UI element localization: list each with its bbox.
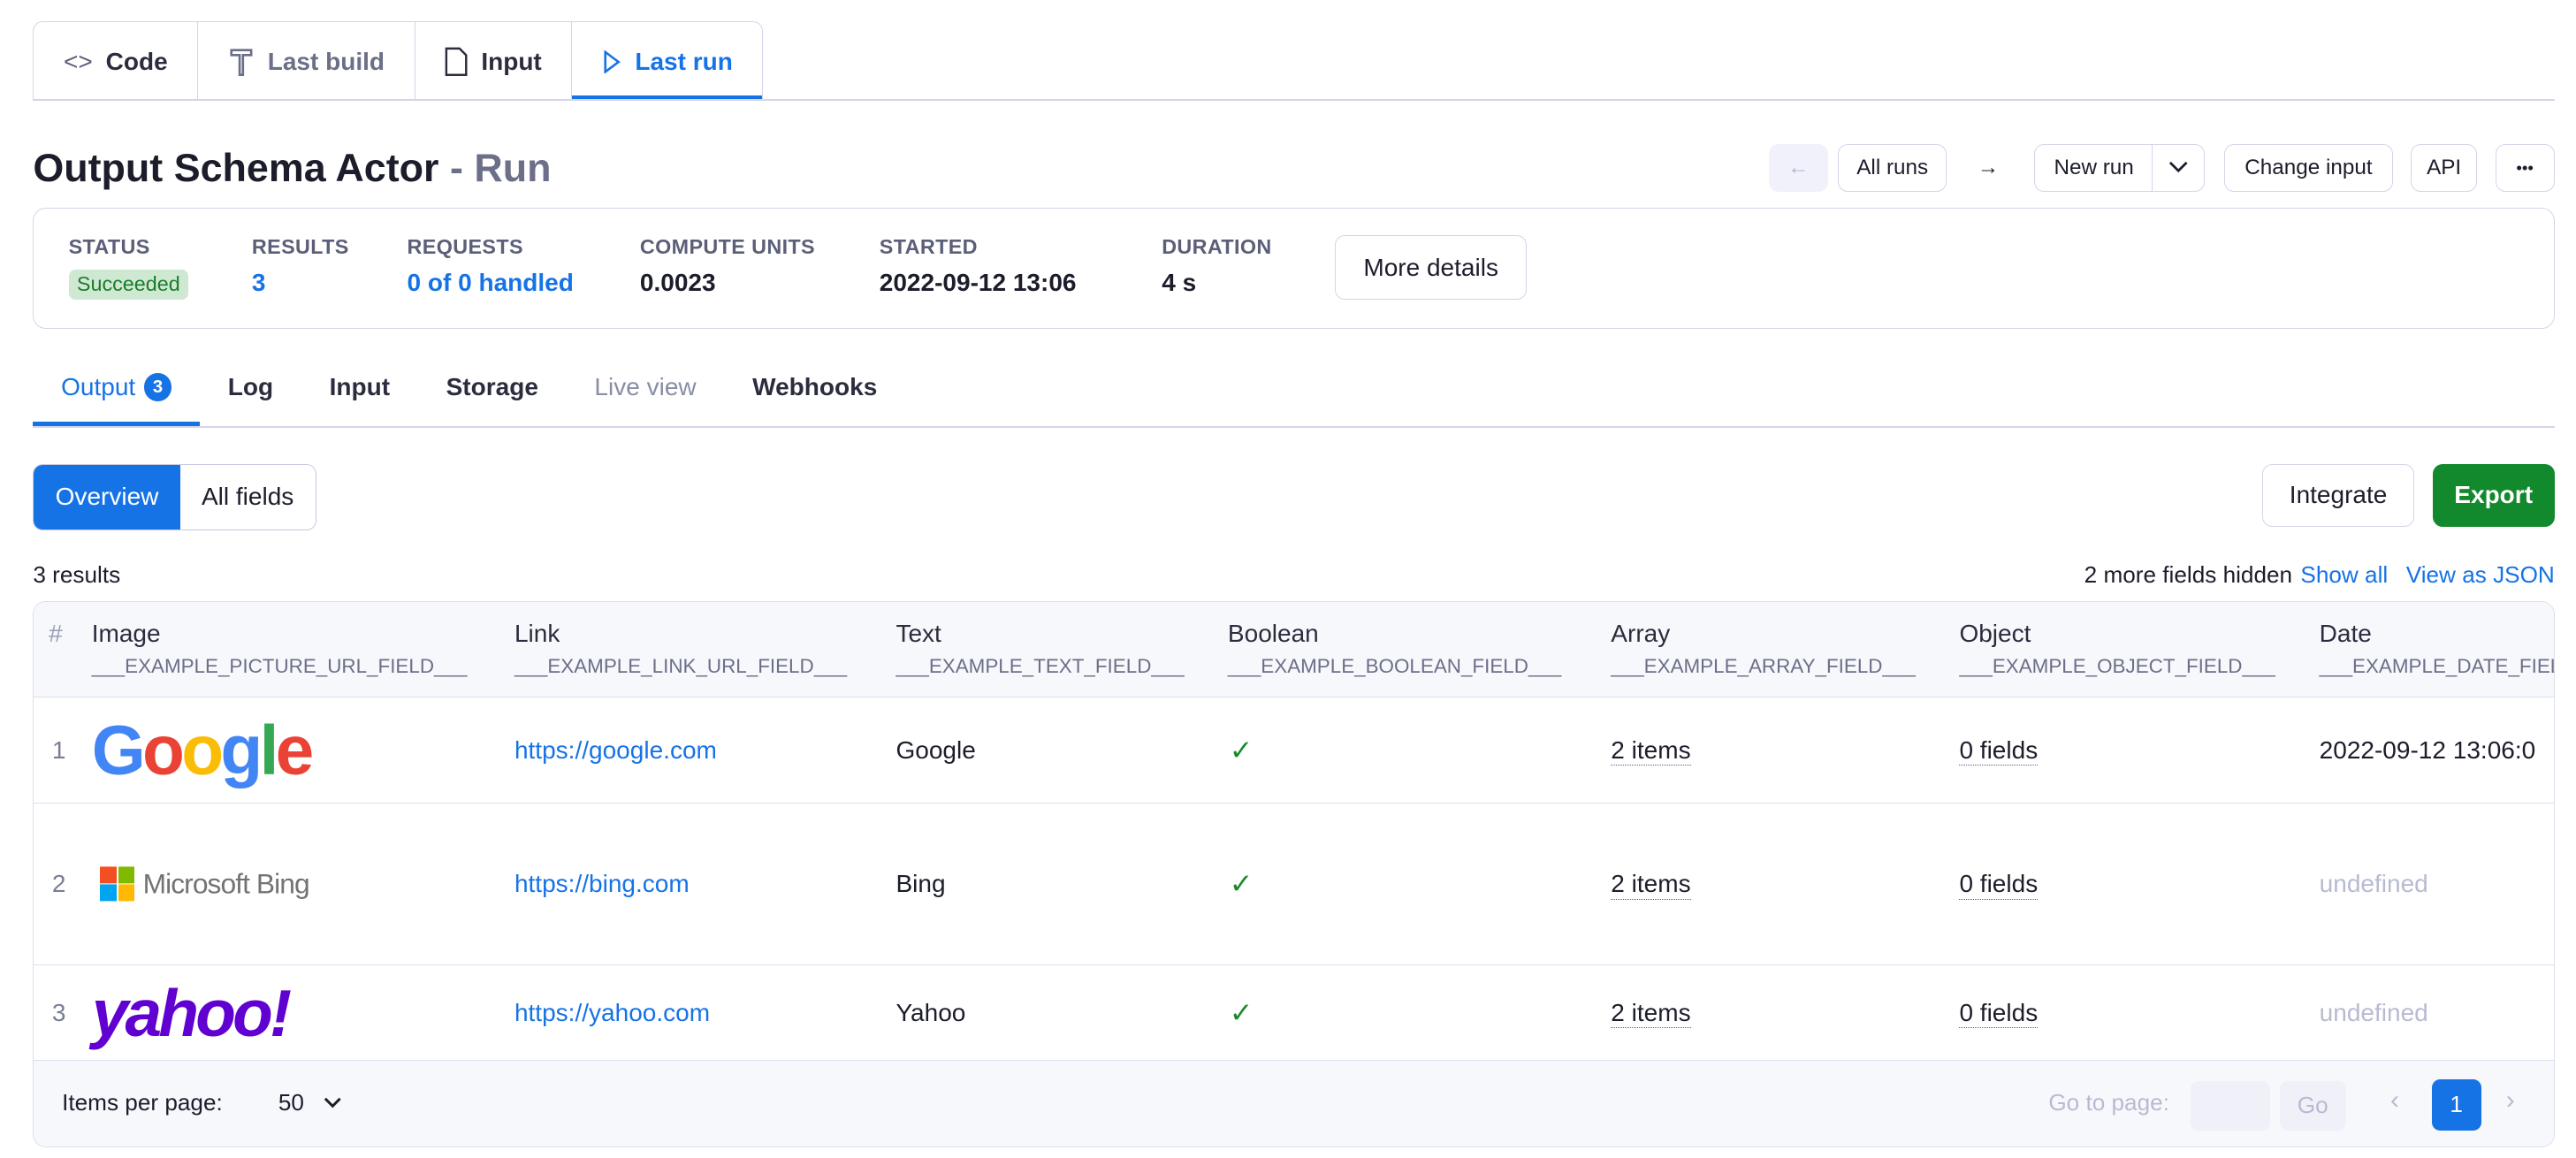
all-fields-button[interactable]: All fields	[201, 483, 294, 511]
previous-run-button[interactable]: ←	[1768, 143, 1828, 192]
more-actions-button[interactable]: •••	[2495, 143, 2555, 192]
check-icon: ✓	[1229, 996, 1254, 1029]
run-stats: STATUS Succeeded RESULTS 3 REQUESTS 0 of 0 …	[33, 208, 2555, 329]
page-title: Output Schema Actor - Run	[33, 145, 552, 191]
requests-link[interactable]: 0 of 0 handled	[407, 269, 574, 297]
go-to-page-input[interactable]	[2190, 1080, 2270, 1131]
new-run-button[interactable]: New run	[2034, 143, 2153, 192]
divider	[33, 425, 2555, 428]
results-count: 3 results	[33, 561, 121, 589]
all-runs-button[interactable]: All runs	[1838, 143, 1947, 192]
output-tabs: Output 3 Log Input Storage Live view Webh…	[33, 363, 905, 426]
change-input-button[interactable]: Change input	[2224, 143, 2393, 192]
table-header: # Image ___EXAMPLE_PICTURE_URL_FIELD___ L…	[34, 601, 2554, 698]
results-table: # Image ___EXAMPLE_PICTURE_URL_FIELD___ L…	[33, 600, 2555, 1148]
object-value[interactable]: 0 fields	[1959, 869, 2039, 900]
tab-last-run[interactable]: Last run	[572, 22, 763, 101]
go-button[interactable]: Go	[2279, 1080, 2346, 1131]
new-run-dropdown[interactable]	[2152, 143, 2205, 192]
overview-button[interactable]: Overview	[34, 464, 180, 529]
bing-logo-image: Microsoft Bing	[100, 866, 310, 902]
column-image: Image ___EXAMPLE_PICTURE_URL_FIELD___	[91, 620, 468, 677]
check-icon: ✓	[1229, 867, 1254, 900]
hammer-icon	[230, 49, 253, 76]
check-icon: ✓	[1229, 734, 1254, 766]
chevron-right-icon: ›	[2505, 1086, 2515, 1116]
code-icon: <>	[63, 47, 93, 75]
table-footer: Items per page: 50 Go to page: Go ‹ 1 ›	[34, 1061, 2554, 1147]
page-1-button[interactable]: 1	[2431, 1078, 2481, 1131]
view-toggle: Overview All fields	[33, 463, 316, 530]
tab-storage[interactable]: Storage	[446, 373, 538, 401]
arrow-left-icon: ←	[1787, 155, 1810, 179]
status-badge: Succeeded	[68, 269, 189, 301]
results-link[interactable]: 3	[251, 269, 266, 297]
column-text: Text ___EXAMPLE_TEXT_FIELD___	[896, 620, 1185, 677]
yahoo-logo-image: yahoo!	[91, 975, 292, 1050]
tab-input-sub[interactable]: Input	[329, 373, 391, 401]
chevron-left-icon: ‹	[2389, 1086, 2399, 1116]
table-row: 3 yahoo! https://yahoo.com Yahoo ✓ 2 ite…	[34, 965, 2554, 1062]
array-value[interactable]: 2 items	[1611, 869, 1691, 900]
row-link[interactable]: https://google.com	[514, 735, 717, 764]
chevron-down-icon	[2168, 162, 2188, 173]
play-icon	[604, 50, 621, 73]
top-tabs: <> Code Last build Input Last run	[33, 21, 764, 101]
more-details-button[interactable]: More details	[1335, 235, 1528, 301]
microsoft-icon	[100, 866, 135, 902]
tab-log[interactable]: Log	[227, 373, 274, 401]
tab-last-build[interactable]: Last build	[198, 22, 415, 101]
show-all-link[interactable]: Show all	[2300, 561, 2389, 589]
tab-live-view[interactable]: Live view	[594, 373, 697, 401]
view-as-json-link[interactable]: View as JSON	[2405, 561, 2555, 589]
google-logo-image: Google	[91, 711, 315, 789]
object-value[interactable]: 0 fields	[1959, 998, 2039, 1029]
hidden-fields-info: 2 more fields hidden Show all View as JS…	[2084, 561, 2555, 589]
output-count-badge: 3	[143, 373, 172, 401]
array-value[interactable]: 2 items	[1611, 998, 1691, 1029]
row-link[interactable]: https://bing.com	[514, 869, 690, 897]
export-button[interactable]: Export	[2432, 463, 2555, 527]
column-object: Object ___EXAMPLE_OBJECT_FIELD___	[1959, 620, 2275, 677]
file-icon	[445, 47, 468, 76]
column-array: Array ___EXAMPLE_ARRAY_FIELD___	[1611, 620, 1916, 677]
chevron-down-icon	[324, 1097, 342, 1108]
tab-input[interactable]: Input	[415, 22, 573, 101]
tab-webhooks[interactable]: Webhooks	[752, 373, 878, 401]
object-value[interactable]: 0 fields	[1959, 735, 2039, 766]
column-date: Date___EXAMPLE_DATE_FIELD___	[2319, 620, 2554, 677]
next-run-button[interactable]: →	[1964, 143, 2012, 192]
table-row: 2 Microsoft Bing https://bing.com Bing ✓…	[34, 804, 2554, 965]
divider	[33, 99, 2555, 101]
arrow-right-icon: →	[1977, 155, 2000, 179]
column-boolean: Boolean ___EXAMPLE_BOOLEAN_FIELD___	[1227, 620, 1562, 677]
tab-output[interactable]: Output 3	[33, 363, 201, 426]
tab-code[interactable]: <> Code	[34, 22, 199, 101]
table-row: 1 Google https://google.com Google ✓ 2 i…	[34, 697, 2554, 804]
items-per-page-select[interactable]: 50	[278, 1089, 342, 1116]
column-link: Link ___EXAMPLE_LINK_URL_FIELD___	[514, 620, 848, 677]
api-button[interactable]: API	[2411, 143, 2477, 192]
row-link[interactable]: https://yahoo.com	[514, 998, 711, 1026]
array-value[interactable]: 2 items	[1611, 735, 1691, 766]
prev-page-button[interactable]: ‹	[2390, 1086, 2399, 1116]
integrate-button[interactable]: Integrate	[2262, 463, 2414, 527]
next-page-button[interactable]: ›	[2506, 1086, 2515, 1116]
